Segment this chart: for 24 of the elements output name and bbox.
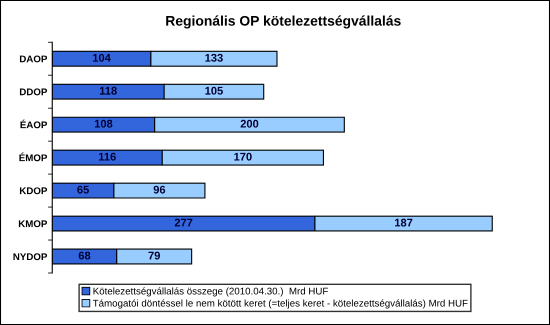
data-label: 200 bbox=[240, 120, 258, 128]
data-label: 68 bbox=[78, 252, 90, 260]
data-label: 170 bbox=[234, 152, 252, 161]
data-label: 108 bbox=[94, 120, 112, 128]
data-label: 104 bbox=[92, 54, 111, 62]
y-tick-label: KMOP bbox=[18, 220, 48, 228]
chart-title: Regionális OP kötelezettségvállalás bbox=[166, 15, 401, 29]
data-label: 65 bbox=[77, 186, 89, 194]
y-tick-label: NYDOP bbox=[13, 253, 48, 260]
legend-label: Támogatói döntéssel le nem kötött keret (=teljes keret - kötelezettségvállalás) Mrd HUF bbox=[92, 299, 468, 309]
data-label: 277 bbox=[174, 218, 192, 226]
data-label: 187 bbox=[395, 218, 412, 227]
y-tick-label: ÉMOP bbox=[19, 152, 48, 162]
data-label: 79 bbox=[148, 252, 160, 260]
y-tick-label: KDOP bbox=[20, 187, 48, 194]
y-tick-label: ÉAOP bbox=[20, 120, 48, 128]
data-label: 118 bbox=[100, 86, 117, 95]
y-tick-label: DAOP bbox=[20, 55, 48, 62]
y-tick-label: DDOP bbox=[20, 88, 48, 96]
data-label: 105 bbox=[205, 86, 223, 95]
data-label: 133 bbox=[205, 54, 223, 62]
legend-label: Kötelezettségvállalás összege (2010.04.30.) Mrd HUF bbox=[94, 287, 328, 296]
data-label: 116 bbox=[98, 152, 116, 161]
data-label: 96 bbox=[154, 186, 166, 194]
